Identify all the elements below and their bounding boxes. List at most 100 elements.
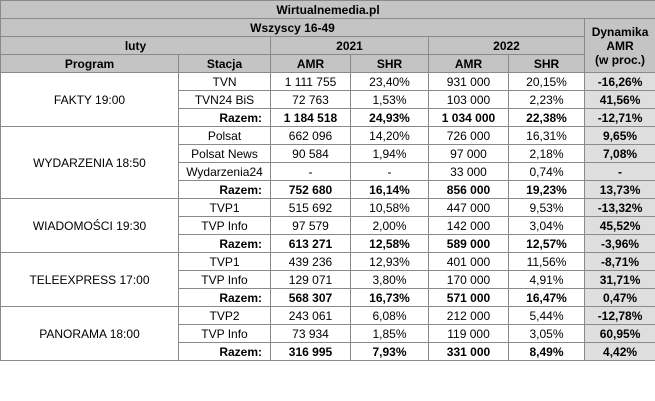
table-row: Wirtualnemedia.pl (0, 0, 655, 19)
value: 9,53% (508, 198, 585, 217)
program: WIADOMOŚCI 19:30 (0, 198, 179, 253)
table-row: Wydarzenia24- -33 000 0,74% - (1, 162, 655, 181)
table-row: Razem: 752 680 16,14% 856 000 19,23% 13,73% (1, 180, 655, 199)
value: 752 680 (270, 180, 351, 199)
dynamics: 60,95% (583, 324, 655, 343)
station: Razem: (178, 108, 271, 127)
value: 613 271 (270, 234, 351, 253)
value: 129 071 (270, 270, 351, 289)
value: 1 184 518 (270, 108, 351, 127)
table-row: Razem: 568 307 16,73% 571 000 16,47% 0,47% (1, 288, 655, 307)
dynamics: -16,26% (583, 72, 655, 91)
dynamics: -8,71% (583, 252, 655, 271)
program: TELEEXPRESS 17:00 (0, 252, 179, 307)
value: - (350, 162, 429, 181)
value: 515 692 (270, 198, 351, 217)
dynamics: 13,73% (583, 180, 655, 199)
value: 20,15% (508, 72, 585, 91)
station: Polsat (178, 126, 271, 145)
dynamics: 45,52% (583, 216, 655, 235)
program: WYDARZENIA 18:50 (0, 126, 179, 199)
value: 2,00% (350, 216, 429, 235)
table-row: WYDARZENIA 18:50 Polsat 662 096 14,20% 726 0… (0, 126, 655, 199)
site-title: Wirtualnemedia.pl (0, 0, 655, 19)
station: TVN24 BiS (178, 90, 271, 109)
column-header: Program (0, 54, 179, 73)
value: 3,05% (508, 324, 585, 343)
value: 0,74% (508, 162, 585, 181)
program: PANORAMA 18:00 (0, 306, 179, 361)
value: 11,56% (508, 252, 585, 271)
value: 439 236 (270, 252, 351, 271)
value: 22,38% (508, 108, 585, 127)
table-row: PANORAMA 18:00 TVP2 243 061 6,08% 212 000 5,4… (0, 306, 655, 361)
year: 2021 (270, 36, 429, 55)
value: 170 000 (428, 270, 509, 289)
table-row: Program Stacja AMR SHR AMR SHR (0, 54, 655, 73)
dynamics: -13,32% (583, 198, 655, 217)
dynamics: -12,71% (583, 108, 655, 127)
dynamics: 4,42% (583, 342, 655, 361)
table-row: TVP Info 129 071 3,80% 170 000 4,91% 31,71% (1, 270, 655, 289)
value: 1,94% (350, 144, 429, 163)
dynamics: - (583, 162, 655, 181)
dynamics: -12,78% (583, 306, 655, 325)
month: luty (0, 36, 271, 55)
station: TVP Info (178, 270, 271, 289)
value: 3,80% (350, 270, 429, 289)
dynamics: 0,47% (583, 288, 655, 307)
column-header: AMR (428, 54, 509, 73)
value: 97 579 (270, 216, 351, 235)
value: 12,58% (350, 234, 429, 253)
value: 4,91% (508, 270, 585, 289)
column-header: SHR (350, 54, 429, 73)
value: 119 000 (428, 324, 509, 343)
value: 14,20% (350, 126, 429, 145)
dynamics: 41,56% (583, 90, 655, 109)
table-row: TVN24 BiS 72 763 1,53% 103 000 2,23% 41,56% (1, 90, 655, 109)
station: TVP1 (178, 198, 271, 217)
program: FAKTY 19:00 (0, 72, 179, 127)
value: 6,08% (350, 306, 429, 325)
value: 316 995 (270, 342, 351, 361)
value: 12,57% (508, 234, 585, 253)
value: 331 000 (428, 342, 509, 361)
value: 662 096 (270, 126, 351, 145)
table-body: Wirtualnemedia.pl Wszyscy 16-49 Dynamika AM… (0, 0, 655, 361)
table-row: Razem: 316 995 7,93% 331 000 8,49% 4,42% (1, 342, 655, 361)
station: TVN (178, 72, 271, 91)
value: 24,93% (350, 108, 429, 127)
value: 8,49% (508, 342, 585, 361)
value: 73 934 (270, 324, 351, 343)
value: 1,85% (350, 324, 429, 343)
station: TVP2 (178, 306, 271, 325)
dynamics: -3,96% (583, 234, 655, 253)
table-row: Wszyscy 16-49 Dynamika AMR (w proc.) (0, 18, 655, 73)
value: 447 000 (428, 198, 509, 217)
value: 142 000 (428, 216, 509, 235)
value: 3,04% (508, 216, 585, 235)
table-row: TVP Info 97 579 2,00% 142 000 3,04% 45,52% (1, 216, 655, 235)
dynamics-header-line: AMR (606, 38, 634, 53)
station: Polsat News (178, 144, 271, 163)
value: 856 000 (428, 180, 509, 199)
value: 16,14% (350, 180, 429, 199)
value: - (270, 162, 351, 181)
value: 72 763 (270, 90, 351, 109)
dynamics: 31,71% (583, 270, 655, 289)
value: 1 034 000 (428, 108, 509, 127)
dynamics: 9,65% (583, 126, 655, 145)
column-header: SHR (508, 54, 585, 73)
value: 212 000 (428, 306, 509, 325)
column-header: Stacja (178, 54, 271, 73)
station: Razem: (178, 234, 271, 253)
table-row: FAKTY 19:00 TVN 1 111 755 23,40% 931 000 20,1… (0, 72, 655, 127)
value: 5,44% (508, 306, 585, 325)
value: 16,73% (350, 288, 429, 307)
value: 97 000 (428, 144, 509, 163)
value: 568 307 (270, 288, 351, 307)
value: 401 000 (428, 252, 509, 271)
value: 33 000 (428, 162, 509, 181)
station: TVP1 (178, 252, 271, 271)
